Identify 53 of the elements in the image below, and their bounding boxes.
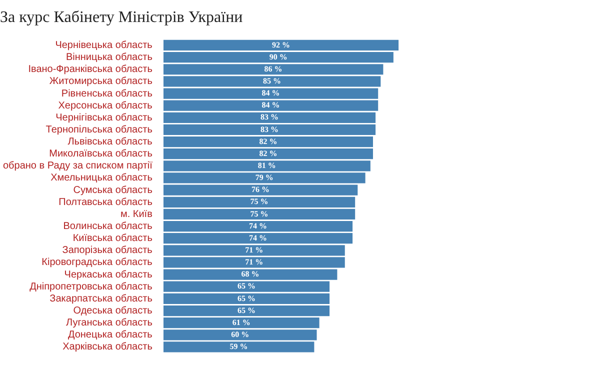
data-label: 83 % (260, 112, 278, 122)
y-tick-label: Одеська область (73, 306, 152, 317)
data-label: 65 % (237, 306, 256, 315)
y-tick-label: Полтавська область (58, 196, 152, 208)
data-label: 74 % (248, 233, 267, 242)
data-label: 68 % (241, 270, 260, 279)
chart-title: За курс Кабінету Міністрів України (0, 8, 244, 26)
y-tick-label: Донецька область (68, 330, 152, 341)
data-label: 90 % (269, 52, 288, 62)
y-tick-label: Рівненська область (61, 88, 152, 100)
data-label: 76 % (252, 185, 270, 194)
y-tick-label: м. Київ (120, 208, 152, 220)
data-label: 61 % (232, 318, 250, 327)
y-tick-label: Черкаська область (64, 269, 152, 280)
data-label: 65 % (237, 282, 256, 291)
y-tick-label: Івано-Франківська область (28, 64, 152, 76)
data-label: 86 % (264, 64, 282, 74)
y-tick-label: Житомирська область (49, 76, 152, 88)
y-tick-label: Львівська область (68, 136, 152, 148)
y-tick-label: Закарпатська область (50, 293, 152, 304)
y-tick-label: Запорізька область (62, 245, 152, 256)
data-label: 83 % (260, 124, 278, 134)
data-label: 75 % (250, 197, 268, 206)
data-label: 84 % (262, 100, 280, 110)
y-tick-label: Вінницька область (66, 52, 152, 64)
data-label: 82 % (259, 136, 278, 146)
y-tick-label: Кіровоградська область (42, 257, 152, 268)
data-label: 92 % (272, 40, 290, 50)
y-tick-label: Київська область (72, 233, 152, 244)
data-label: 59 % (230, 342, 248, 352)
y-tick-label: Сумська область (73, 184, 152, 196)
data-label: 71 % (245, 258, 264, 267)
data-label: 74 % (248, 221, 267, 230)
y-tick-label: Миколаївська область (49, 148, 152, 160)
data-label: 75 % (250, 209, 268, 218)
y-tick-label: Хмельницька область (50, 172, 152, 184)
data-label: 81 % (258, 160, 276, 170)
data-label: 85 % (263, 76, 282, 86)
data-label: 71 % (245, 245, 264, 254)
data-label: 84 % (262, 88, 280, 98)
y-tick-label: обрано в Раду за списком партії (3, 160, 153, 172)
y-tick-label: Херсонська область (58, 100, 152, 112)
y-tick-label: Луганська область (66, 318, 152, 329)
y-tick-label: Чернігівська область (56, 112, 152, 124)
y-tick-label: Чернівецька область (55, 40, 152, 51)
y-tick-label: Тернопільська область (46, 124, 152, 136)
y-tick-label: Харківська область (62, 342, 152, 353)
data-label: 65 % (237, 294, 256, 303)
data-label: 60 % (231, 330, 250, 339)
data-label: 82 % (259, 148, 278, 158)
data-label: 79 % (255, 173, 274, 182)
y-tick-label: Дніпропетровська область (30, 281, 152, 292)
y-tick-label: Волинська область (63, 221, 152, 232)
